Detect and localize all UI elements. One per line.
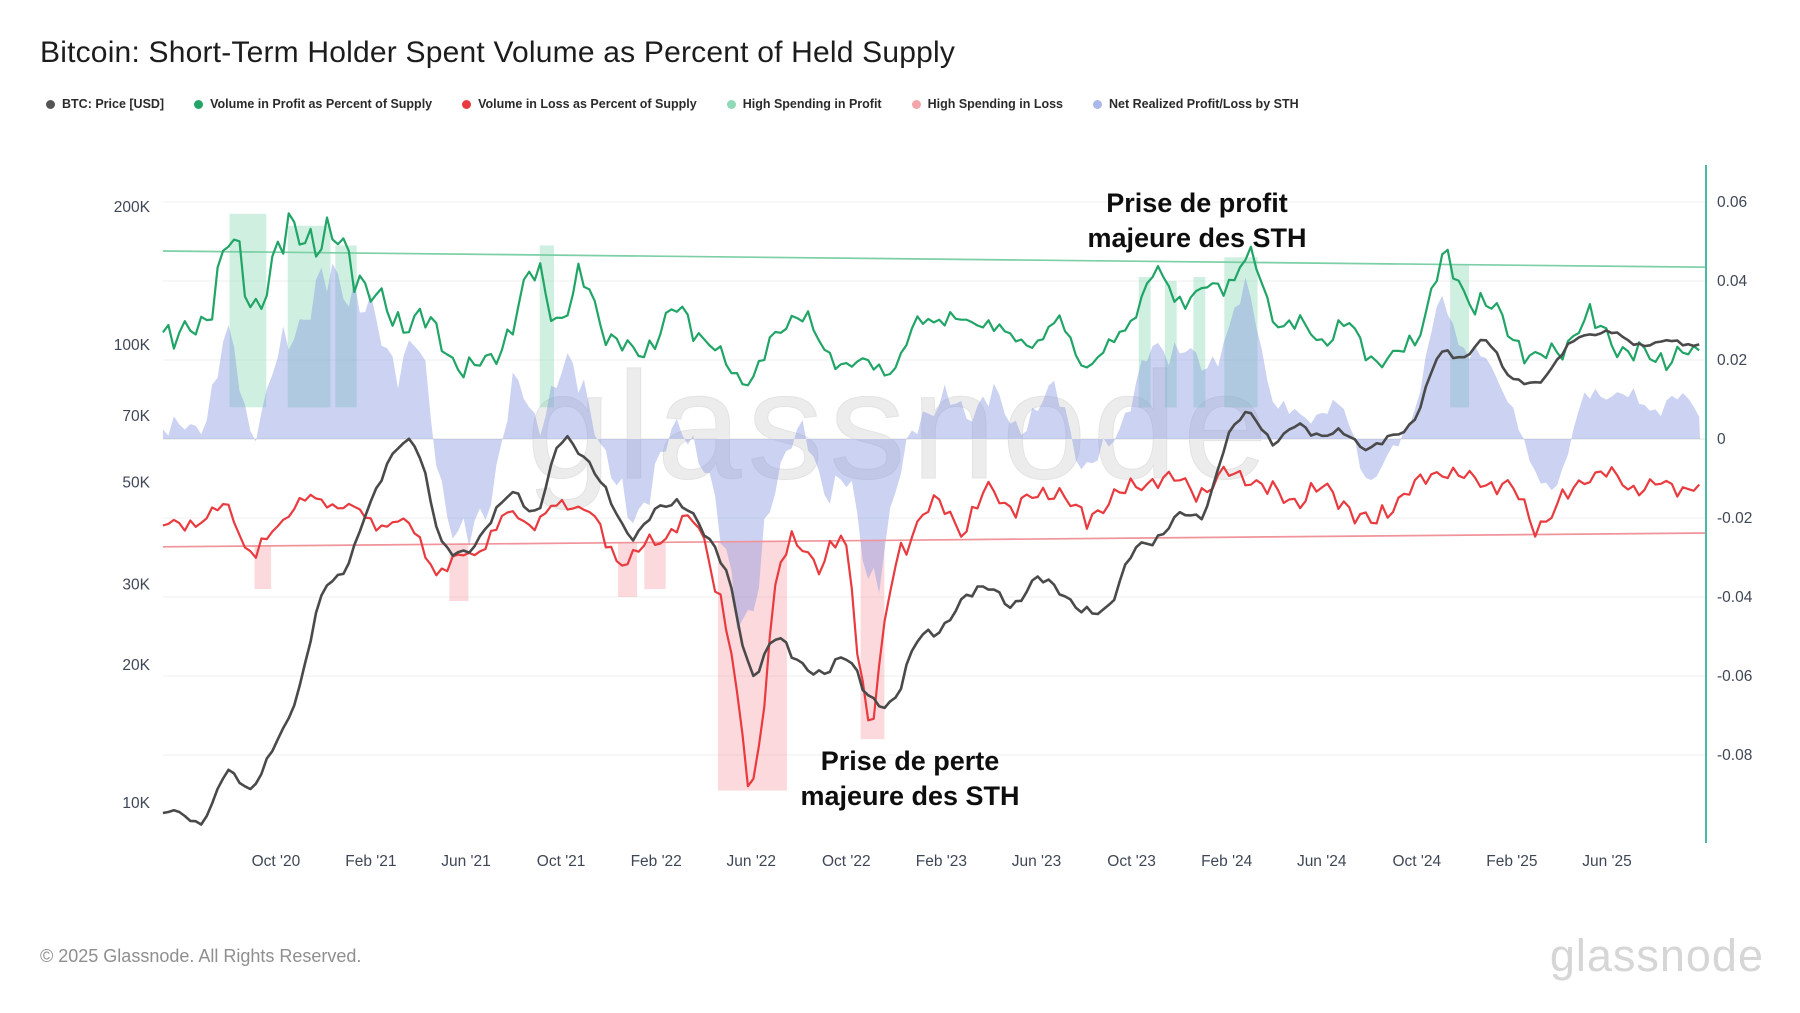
svg-text:-0.08: -0.08	[1717, 747, 1752, 764]
legend-item-4[interactable]: High Spending in Loss	[911, 97, 1063, 111]
annotation-loss-line1: Prise de perte	[820, 746, 1000, 776]
legend-dot-icon	[462, 99, 472, 109]
svg-text:100K: 100K	[114, 337, 151, 354]
legend-dot-icon	[1093, 99, 1102, 109]
svg-text:Oct '24: Oct '24	[1392, 853, 1441, 870]
legend-item-label: High Spending in Loss	[927, 97, 1063, 111]
svg-text:Jun '21: Jun '21	[441, 853, 491, 870]
legend-item-label: BTC: Price [USD]	[62, 97, 165, 111]
svg-text:Feb '23: Feb '23	[916, 853, 967, 870]
legend-item-5[interactable]: Net Realized Profit/Loss by STH	[1093, 97, 1299, 111]
glassnode-logo: glassnode	[1549, 930, 1764, 981]
legend-dot-icon	[46, 99, 55, 109]
svg-text:0.02: 0.02	[1717, 352, 1747, 369]
svg-text:10K: 10K	[122, 795, 150, 812]
svg-text:Feb '24: Feb '24	[1201, 853, 1253, 870]
legend-item-label: Net Realized Profit/Loss by STH	[1109, 97, 1299, 111]
legend-item-3[interactable]: High Spending in Profit	[726, 97, 882, 111]
annotation-profit-line1: Prise de profit	[1106, 188, 1288, 218]
svg-text:Jun '24: Jun '24	[1297, 853, 1347, 870]
svg-text:20K: 20K	[122, 657, 150, 674]
svg-text:30K: 30K	[122, 576, 150, 593]
svg-text:Oct '22: Oct '22	[822, 853, 871, 870]
legend-item-1[interactable]: Volume in Profit as Percent of Supply	[194, 97, 432, 111]
svg-text:50K: 50K	[122, 475, 150, 492]
legend-dot-icon	[194, 99, 204, 109]
svg-text:Oct '21: Oct '21	[537, 853, 586, 870]
legend-item-0[interactable]: BTC: Price [USD]	[46, 97, 164, 111]
page-title: Bitcoin: Short-Term Holder Spent Volume …	[40, 36, 956, 69]
svg-text:Jun '22: Jun '22	[727, 853, 777, 870]
svg-text:0.04: 0.04	[1717, 273, 1748, 290]
svg-text:0: 0	[1717, 431, 1726, 448]
legend-dot-icon	[911, 99, 921, 109]
svg-text:0.06: 0.06	[1717, 194, 1747, 211]
annotation-loss-line2: majeure des STH	[800, 781, 1020, 811]
legend-item-label: Volume in Loss as Percent of Supply	[478, 97, 697, 111]
legend-item-2[interactable]: Volume in Loss as Percent of Supply	[462, 97, 697, 111]
svg-text:Oct '20: Oct '20	[252, 853, 301, 870]
svg-text:Oct '23: Oct '23	[1107, 853, 1156, 870]
annotation-profit-line2: majeure des STH	[1087, 223, 1307, 253]
svg-text:Feb '21: Feb '21	[345, 853, 396, 870]
svg-text:-0.02: -0.02	[1717, 510, 1752, 527]
svg-text:-0.04: -0.04	[1717, 589, 1753, 606]
chart-legend: BTC: Price [USD] Volume in Profit as Perc…	[46, 97, 1329, 111]
svg-text:Jun '23: Jun '23	[1012, 853, 1062, 870]
svg-text:glassnode: glassnode	[527, 341, 1274, 511]
legend-item-label: Volume in Profit as Percent of Supply	[210, 97, 433, 111]
annotation-profit-taking: Prise de profit majeure des STH	[1027, 186, 1367, 256]
annotation-loss-taking: Prise de perte majeure des STH	[740, 744, 1080, 814]
svg-text:Feb '25: Feb '25	[1486, 853, 1537, 870]
legend-item-label: High Spending in Profit	[742, 97, 882, 111]
svg-text:70K: 70K	[122, 408, 150, 425]
svg-text:Jun '25: Jun '25	[1582, 853, 1632, 870]
legend-dot-icon	[726, 99, 736, 109]
copyright-text: © 2025 Glassnode. All Rights Reserved.	[40, 946, 362, 966]
svg-text:-0.06: -0.06	[1717, 668, 1752, 685]
svg-text:200K: 200K	[114, 199, 151, 216]
svg-text:Feb '22: Feb '22	[631, 853, 682, 870]
